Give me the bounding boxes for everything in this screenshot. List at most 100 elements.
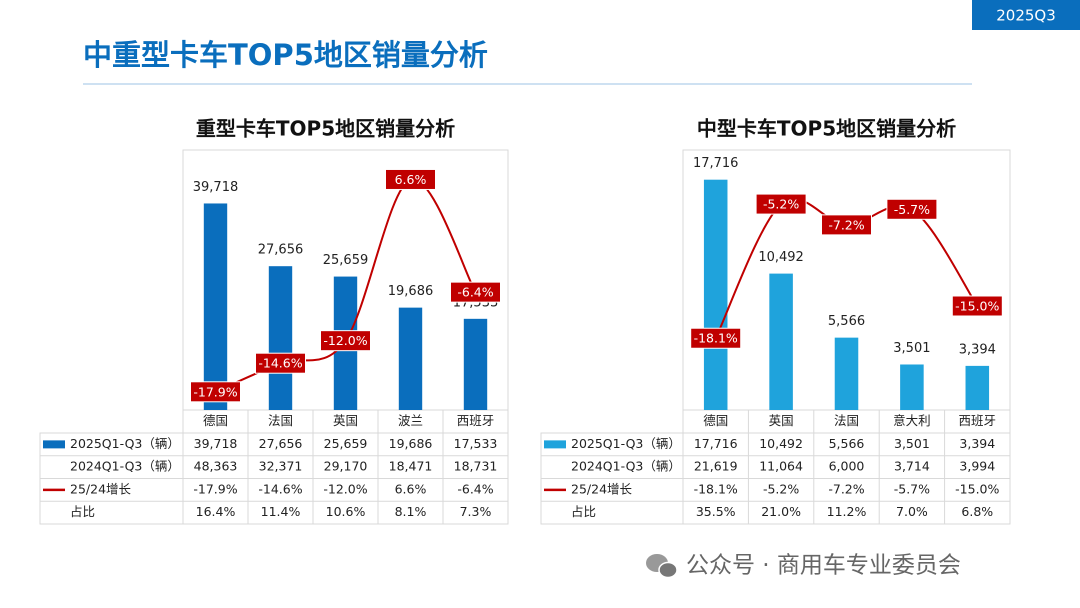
growth-label-box [690,327,742,349]
table-cell: 16.4% [196,504,236,519]
x-tick-label: 德国 [203,413,228,428]
table-cell: 11.4% [261,504,301,519]
x-tick-label: 英国 [333,413,358,428]
table-cell: 6,000 [829,459,865,474]
growth-label: -7.2% [828,217,864,232]
table-cell: 21,619 [694,459,738,474]
table-cell: 35.5% [696,504,736,519]
x-tick-label: 德国 [703,413,728,428]
bar [703,179,728,410]
x-tick-label: 西班牙 [959,413,997,428]
x-tick-label: 西班牙 [457,413,495,428]
table-cell: 18,471 [389,459,433,474]
table-cell: 11.2% [827,504,867,519]
badge-bg [972,0,1080,30]
legend-label: 2024Q1-Q3（辆） [571,459,681,474]
table-cell: 8.1% [395,504,427,519]
table-cell: 25,659 [324,436,368,451]
growth-label: -5.2% [763,197,799,212]
bar-value-label: 3,394 [959,342,996,357]
legend-label: 25/24增长 [571,481,633,496]
table-cell: -12.0% [323,481,367,496]
table-cell: 39,718 [194,436,238,451]
table-cell: -5.7% [894,481,930,496]
table-cell: 17,533 [454,436,498,451]
bar-value-label: 5,566 [828,314,865,329]
growth-label-box [385,168,436,190]
bar-value-label: 39,718 [193,180,239,195]
growth-label-box [450,281,501,303]
growth-label-box [320,330,371,352]
bar [769,273,793,410]
legend-label: 2025Q1-Q3（辆） [571,436,681,451]
legend-label: 2025Q1-Q3（辆） [70,436,180,451]
x-tick-label: 法国 [268,413,293,428]
growth-label-box [755,193,807,215]
growth-label-box [821,214,872,236]
table-cell: -14.6% [258,481,302,496]
table-cell: 27,656 [259,436,303,451]
table-cell: 32,371 [259,459,303,474]
bar [463,318,488,410]
table-cell: 48,363 [194,459,238,474]
growth-label: -15.0% [955,299,999,314]
growth-label-box [951,295,1003,317]
table-cell: 6.6% [395,481,427,496]
table-cell: 3,994 [959,459,995,474]
legend-label: 占比 [571,504,596,519]
bar-value-label: 25,659 [323,253,369,268]
table-cell: 7.3% [460,504,492,519]
table-cell: 6.8% [961,504,993,519]
bar [834,337,859,410]
table-cell: 10,492 [759,436,803,451]
growth-label: -17.9% [193,384,237,399]
table-cell: 21.0% [761,504,801,519]
x-tick-label: 法国 [834,413,859,428]
legend-label: 占比 [70,504,95,519]
growth-label: -6.4% [457,285,493,300]
x-tick-label: 意大利 [893,413,931,428]
growth-label: -5.7% [894,202,930,217]
table-cell: 17,716 [694,436,738,451]
page-title: 中重型卡车TOP5地区销量分析 [83,38,488,72]
growth-label-box [190,381,241,403]
table-cell: 7.0% [896,504,928,519]
table-cell: 11,064 [759,459,803,474]
growth-label: 6.6% [395,172,427,187]
bar-value-label: 27,656 [258,243,304,258]
table-cell: -18.1% [694,481,738,496]
legend-swatch [544,440,566,449]
bar [398,307,423,410]
bar-value-label: 10,492 [758,250,804,265]
table-cell: 29,170 [324,459,368,474]
table-cell: 5,566 [829,436,865,451]
growth-label: -12.0% [323,333,367,348]
growth-label-box [886,198,938,220]
legend-swatch [43,440,65,449]
growth-label: -18.1% [694,331,738,346]
table-cell: -5.2% [763,481,799,496]
x-tick-label: 英国 [769,413,794,428]
table-cell: 3,394 [959,436,995,451]
bar-value-label: 19,686 [388,284,434,299]
table-cell: 18,731 [454,459,498,474]
footer: 公众号 · 商用车专业委员会 [686,553,961,579]
wechat-icon [646,554,678,579]
table-cell: 10.6% [326,504,366,519]
bar [268,266,293,410]
bar [203,203,228,410]
chart-title: 重型卡车TOP5地区销量分析 [196,117,455,141]
table-cell: 3,714 [894,459,930,474]
table-cell: -17.9% [193,481,237,496]
bar [965,365,990,410]
growth-label: -14.6% [258,356,302,371]
table-cell: 3,501 [894,436,930,451]
badge: 2025Q3 [996,7,1056,25]
growth-label-box [255,352,306,374]
table-cell: 19,686 [389,436,433,451]
x-tick-label: 波兰 [398,413,423,428]
bar-value-label: 3,501 [893,341,930,356]
bar [900,364,924,410]
table-cell: -7.2% [828,481,864,496]
